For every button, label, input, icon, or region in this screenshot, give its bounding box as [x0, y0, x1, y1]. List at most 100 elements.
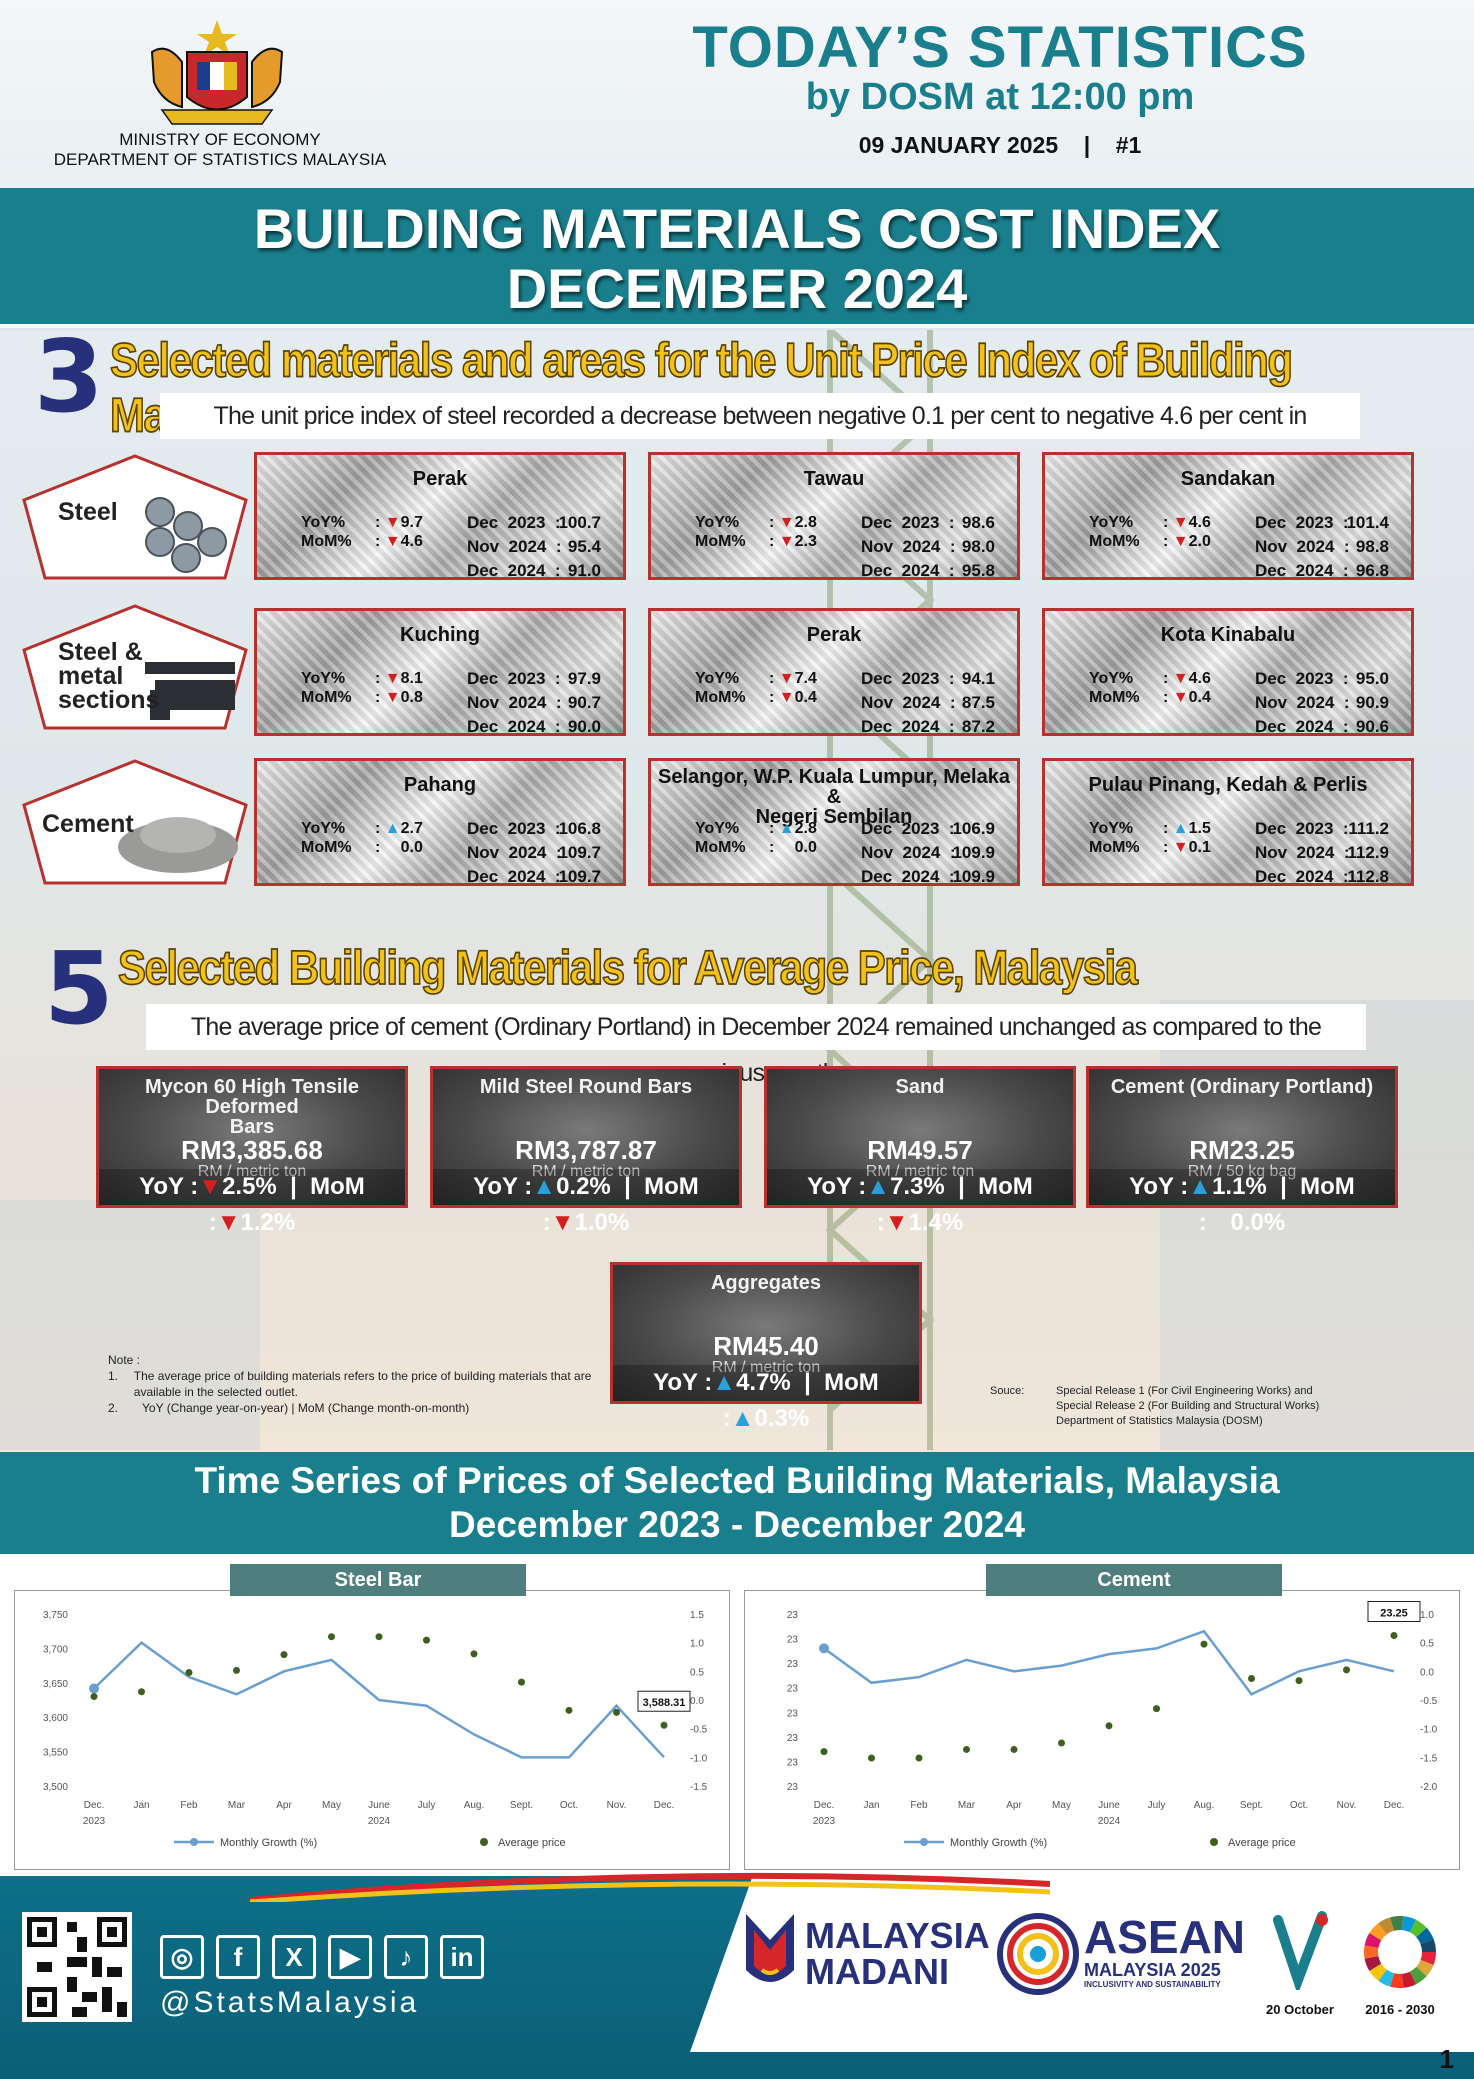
section-number: 3 — [34, 318, 104, 435]
yoy-value: 4.6 — [1188, 670, 1211, 687]
average-price-card: Aggregates RM45.40 RM / metric ton YoY :… — [610, 1262, 922, 1432]
mom-label: MoM% — [301, 689, 352, 706]
linkedin-icon[interactable]: in — [440, 1935, 484, 1979]
material-name: Sand — [895, 1076, 945, 1098]
yoy-label: YoY% — [695, 820, 740, 837]
yoy-label: YoY% — [301, 514, 346, 531]
youtube-icon[interactable]: ▶ — [328, 1935, 372, 1979]
index-nov2024: 87.5 — [961, 693, 995, 712]
price-unit: RM / metric ton — [197, 1163, 307, 1180]
tiktok-icon[interactable]: ♪ — [384, 1935, 428, 1979]
x-axis-tick: Aug. — [1194, 1800, 1215, 1811]
mom-label: MoM% — [1089, 689, 1140, 706]
row-label-steel-sections-l1: Steel & — [58, 638, 143, 666]
yoy-label: YoY : — [473, 1173, 533, 1200]
left-axis-tick: 3,700 — [43, 1644, 68, 1655]
year-label: 2023 — [813, 1816, 836, 1827]
yoy-label: YoY : — [1129, 1173, 1189, 1200]
x-axis-tick: Dec. — [1384, 1800, 1405, 1811]
x-axis-tick: Apr — [1006, 1800, 1022, 1811]
right-axis-tick: -1.0 — [1420, 1725, 1438, 1736]
row-label-steel-sections-l2: metal — [58, 662, 124, 690]
index-dec2023: 98.6 — [961, 513, 995, 532]
yoy-value: 9.7 — [400, 514, 423, 531]
legend-label: Average price — [498, 1837, 566, 1849]
average-price-point — [1248, 1675, 1255, 1682]
x-twitter-icon[interactable]: X — [272, 1935, 316, 1979]
period-nov2024-label: Nov 2024 : — [1255, 843, 1350, 862]
social-handle[interactable]: @StatsMalaysia — [160, 1986, 420, 2019]
price-index-card: Kota Kinabalu YoY% MoM% : ▼4.6: ▼0.4 Dec … — [1042, 608, 1414, 736]
qr-code-icon[interactable] — [22, 1912, 132, 2022]
average-price-card: Mild Steel Round Bars RM3,787.87 RM / me… — [430, 1066, 742, 1236]
left-axis-tick: 23 — [787, 1659, 799, 1670]
index-dec2023: 106.8 — [558, 819, 601, 838]
left-axis-tick: 23 — [787, 1733, 799, 1744]
area-name: Kuching — [400, 624, 480, 646]
note-2: YoY (Change year-on-year) | MoM (Change … — [142, 1401, 470, 1415]
average-price-point — [868, 1754, 875, 1762]
yoy-label: YoY% — [1089, 514, 1134, 531]
price-index-card: Selangor, W.P. Kuala Lumpur, Melaka & Neg… — [648, 758, 1020, 886]
period-nov2024-label: Nov 2024 : — [467, 843, 562, 862]
x-axis-tick: Dec. — [84, 1800, 105, 1811]
right-axis-tick: -1.5 — [690, 1782, 708, 1793]
instagram-icon[interactable]: ◎ — [160, 1935, 204, 1979]
price-index-card: Kuching YoY% MoM% : ▼8.1: ▼0.8 Dec 2023 :… — [254, 608, 626, 736]
average-price: RM45.40 — [713, 1331, 819, 1361]
header: MINISTRY OF ECONOMY DEPARTMENT OF STATIST… — [0, 0, 1474, 188]
right-axis-tick: 0.0 — [1420, 1667, 1434, 1678]
malaysia-madani-logo-icon — [746, 1914, 794, 1982]
note-1: The average price of building materials … — [133, 1369, 592, 1399]
average-price-card: Sand RM49.57 RM / metric ton YoY :▲7.3% … — [764, 1066, 1076, 1236]
index-dec2023: 111.2 — [1348, 819, 1389, 838]
asean-subtitle: MALAYSIA 2025 — [1084, 1960, 1221, 1980]
index-dec2024: 109.9 — [952, 867, 995, 886]
mom-label: MoM% — [1089, 533, 1140, 550]
mom-label: MoM% — [301, 839, 352, 856]
period-dec2024-label: Dec 2024 : — [861, 561, 955, 580]
left-axis-tick: 23 — [787, 1708, 799, 1719]
row-label-steel-sections-l3: sections — [58, 686, 160, 714]
notes: Note : 1. The average price of building m… — [108, 1352, 608, 1416]
price-unit: RM / metric ton — [865, 1163, 975, 1180]
mom-label: MoM% — [695, 689, 746, 706]
building-silhouette-left — [0, 1200, 260, 1450]
asean-tagline: INCLUSIVITY AND SUSTAINABILITY — [1084, 1980, 1221, 1989]
mom-value: 0.0 — [400, 839, 423, 856]
average-price-point — [470, 1650, 478, 1658]
material-name: Aggregates — [710, 1272, 822, 1294]
yoy-label: YoY : — [807, 1173, 867, 1200]
mom-label: MoM : — [722, 1369, 879, 1432]
price-unit: RM / 50 kg bag — [1187, 1163, 1297, 1180]
x-axis-tick: Oct. — [1290, 1800, 1308, 1811]
index-dec2024: 90.0 — [567, 717, 601, 736]
average-price-point — [1058, 1739, 1065, 1747]
average-price-point — [423, 1636, 430, 1644]
right-axis-tick: -0.5 — [690, 1725, 708, 1736]
x-axis-tick: Sept. — [1240, 1800, 1263, 1811]
facebook-icon[interactable]: f — [216, 1935, 260, 1979]
mom-value: 0.4 — [794, 689, 817, 706]
steel-bar-chart: 3,750 3,700 3,650 3,600 3,550 3,500 1.5 1.0 0.5 0… — [43, 1610, 708, 1849]
period-dec2024-label: Dec 2024 : — [467, 867, 561, 886]
period-dec2023-label: Dec 2023 : — [1255, 513, 1349, 532]
period-nov2024-label: Nov 2024 : — [861, 843, 956, 862]
index-nov2024: 98.0 — [961, 537, 995, 556]
period-nov2024-label: Nov 2024 : — [1255, 693, 1350, 712]
yoy-value: 1.1% — [1212, 1173, 1267, 1200]
right-axis-tick: -2.0 — [1420, 1782, 1438, 1793]
mom-value: 0.1 — [1188, 839, 1211, 856]
index-dec2024: 91.0 — [567, 561, 601, 580]
period-nov2024-label: Nov 2024 : — [467, 693, 562, 712]
average-price-point — [280, 1651, 288, 1659]
left-axis-tick: 23 — [787, 1684, 799, 1695]
banner-title: BUILDING MATERIALS COST INDEX — [253, 197, 1221, 260]
right-axis-tick: 1.5 — [690, 1610, 704, 1621]
x-axis-tick: Jan — [863, 1800, 879, 1811]
price-index-card: Pahang YoY%MoM% : ▲2.7: ▲0.0 Dec 2023 :N… — [254, 758, 626, 886]
x-axis-tick: May — [322, 1800, 341, 1811]
index-dec2024: 109.7 — [558, 867, 601, 886]
row-label-steel: Steel — [58, 498, 118, 526]
period-dec2023-label: Dec 2023 : — [467, 513, 561, 532]
